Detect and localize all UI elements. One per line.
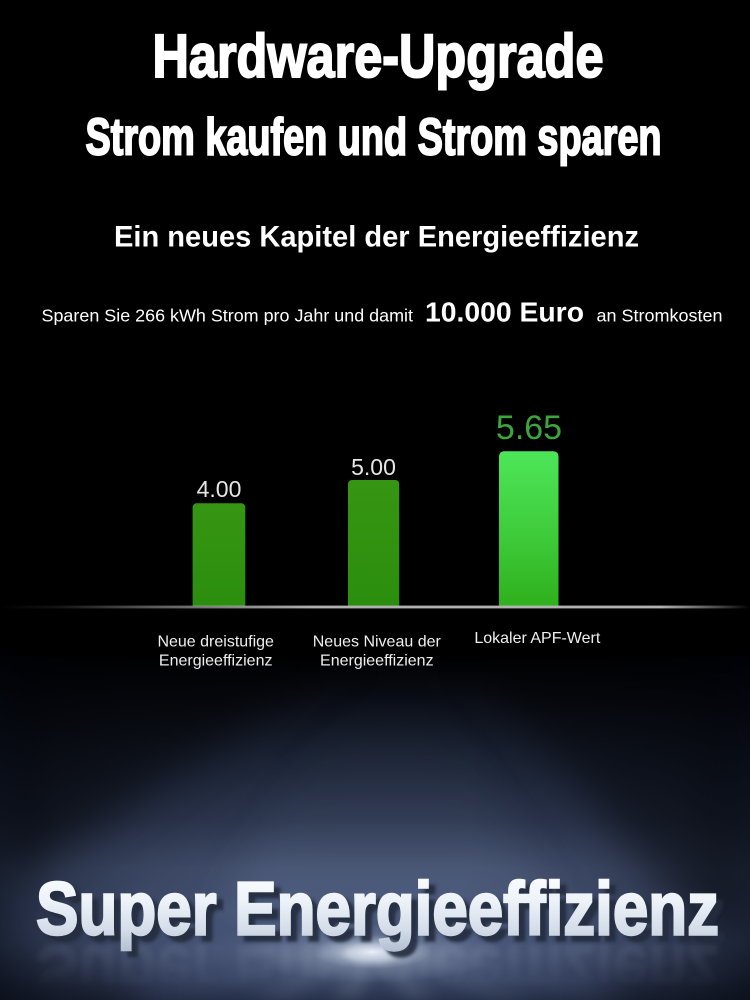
svg-text:Energieeffizienz: Energieeffizienz [159,652,273,669]
svg-text:Super Energieeffizienz: Super Energieeffizienz [36,930,719,1000]
svg-text:Hardware-Upgrade: Hardware-Upgrade [153,22,604,91]
svg-text:5.00: 5.00 [351,454,396,480]
svg-text:Strom kaufen und Strom sparen: Strom kaufen und Strom sparen [86,108,662,166]
svg-text:Super Energieeffizienz: Super Energieeffizienz [36,867,719,951]
svg-text:5.65: 5.65 [496,409,562,447]
svg-text:Super Energieeffizienz: Super Energieeffizienz [43,873,726,957]
svg-text:Ein neues Kapitel der Energiee: Ein neues Kapitel der Energieeffizienz [114,221,639,254]
svg-text:Energieeffizienz: Energieeffizienz [320,652,434,669]
svg-text:an Stromkosten: an Stromkosten [597,306,723,326]
svg-text:10.000 Euro: 10.000 Euro [425,297,584,328]
svg-text:Neues Niveau der: Neues Niveau der [313,633,442,650]
svg-text:4.00: 4.00 [197,476,242,502]
svg-text:Lokaler APF-Wert: Lokaler APF-Wert [474,630,601,647]
svg-text:Sparen Sie 266 kWh Strom pro J: Sparen Sie 266 kWh Strom pro Jahr und da… [42,306,414,326]
svg-text:Neue dreistufige: Neue dreistufige [157,633,274,650]
